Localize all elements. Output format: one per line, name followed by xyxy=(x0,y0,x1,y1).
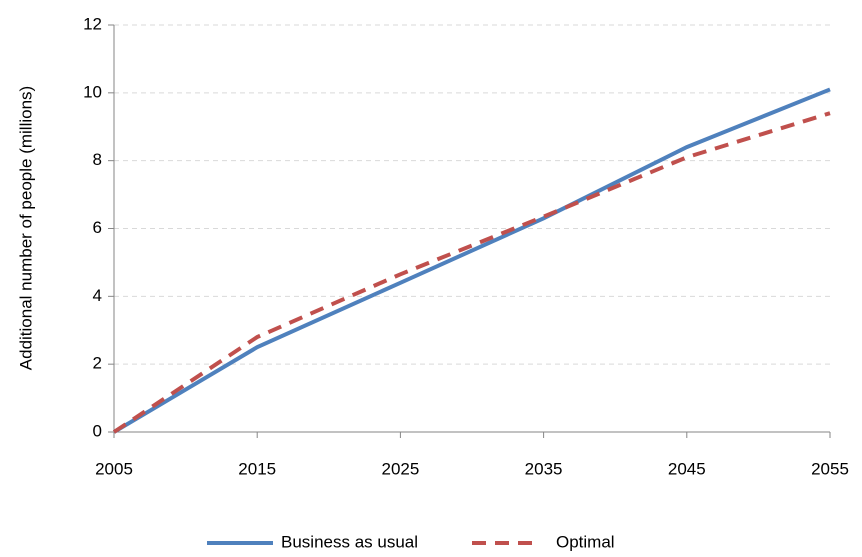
x-tick-label: 2055 xyxy=(811,459,849,478)
x-tick-label: 2015 xyxy=(238,459,276,478)
y-tick-label: 0 xyxy=(93,421,102,440)
y-tick-label: 10 xyxy=(83,82,102,101)
legend-label: Optimal xyxy=(556,532,615,551)
y-axis-title: Additional number of people (millions) xyxy=(16,86,35,370)
x-tick-label: 2035 xyxy=(525,459,563,478)
y-tick-label: 12 xyxy=(83,14,102,33)
y-tick-label: 4 xyxy=(93,286,102,305)
legend-label: Business as usual xyxy=(281,532,418,551)
y-tick-label: 8 xyxy=(93,150,102,169)
x-tick-label: 2045 xyxy=(668,459,706,478)
x-tick-label: 2025 xyxy=(381,459,419,478)
y-tick-label: 2 xyxy=(93,354,102,373)
series-line xyxy=(112,87,831,434)
y-tick-label: 6 xyxy=(93,218,102,237)
x-tick-label: 2005 xyxy=(95,459,133,478)
series-line xyxy=(112,111,831,434)
